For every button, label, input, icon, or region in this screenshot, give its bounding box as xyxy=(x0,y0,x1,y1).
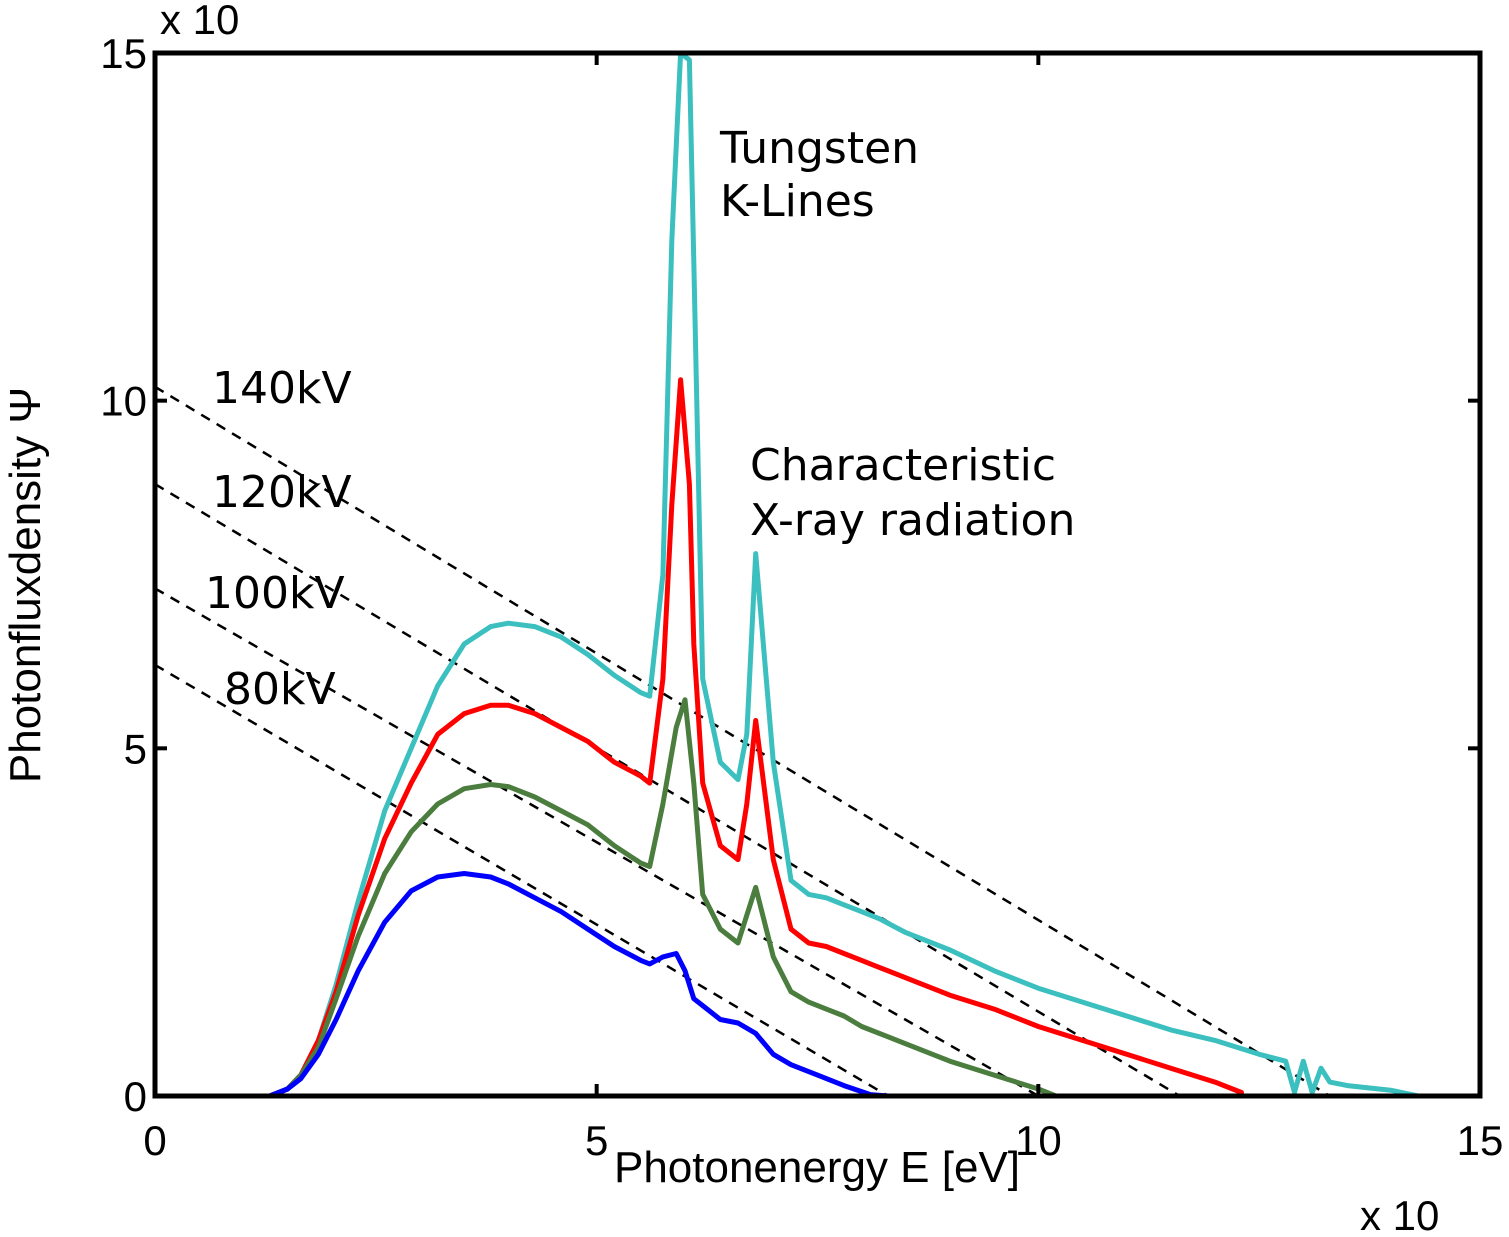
kramers-line-2 xyxy=(154,587,1039,1098)
annotation-characteristic: Characteristic X-ray radiation xyxy=(750,440,1075,546)
series-line-1 xyxy=(152,377,1244,1099)
x-tick-label-2: 10 xyxy=(1015,1117,1062,1164)
y-tick-label-3: 15 xyxy=(100,30,147,77)
y-multiplier: x 10 xyxy=(160,0,239,43)
x-tick-label-1: 5 xyxy=(585,1117,608,1164)
series-line-0 xyxy=(152,50,1421,1099)
label-140kv: 140kV xyxy=(212,363,352,414)
label-100kv: 100kV xyxy=(205,568,345,619)
x-multiplier: x 10 xyxy=(1360,1192,1439,1237)
kramers-line-3 xyxy=(154,663,889,1098)
plot-frame xyxy=(152,50,1483,1099)
kramers-line-0 xyxy=(154,385,1331,1098)
label-80kv: 80kV xyxy=(224,664,336,715)
x-tick-label-3: 15 xyxy=(1457,1117,1504,1164)
annotation-tungsten-line-1: Tungsten xyxy=(719,123,919,174)
annotation-characteristic-line-1: Characteristic xyxy=(750,440,1056,491)
label-120kv: 120kV xyxy=(212,467,352,518)
series-lines xyxy=(152,50,1421,1099)
y-axis-label: Photonfluxdensity Ψ xyxy=(1,387,50,783)
annotation-tungsten: Tungsten K-Lines xyxy=(719,123,933,227)
y-tick-label-2: 10 xyxy=(100,378,147,425)
x-axis-label: Photonenergy E [eV] xyxy=(614,1143,1020,1192)
y-tick-label-1: 5 xyxy=(124,725,147,772)
annotation-tungsten-line-2: K-Lines xyxy=(720,176,875,227)
series-line-3 xyxy=(152,871,891,1099)
annotation-characteristic-line-2: X-ray radiation xyxy=(750,495,1075,546)
series-line-2 xyxy=(152,697,1059,1099)
ticks: 0 5 10 15 0 5 10 15 xyxy=(100,30,1503,1164)
y-tick-label-0: 0 xyxy=(124,1073,147,1120)
x-tick-label-0: 0 xyxy=(143,1117,166,1164)
